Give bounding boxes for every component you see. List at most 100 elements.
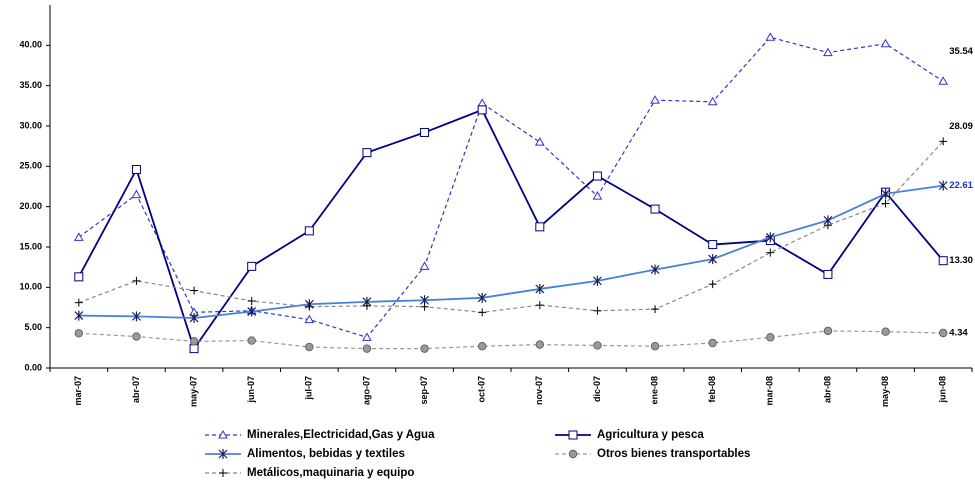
- y-tick-label: 5.00: [24, 322, 42, 332]
- legend-label: Otros bienes transportables: [597, 448, 750, 460]
- y-tick-label: 30.00: [19, 120, 42, 130]
- x-tick-label: abr-07: [131, 376, 141, 403]
- marker: [568, 449, 578, 459]
- y-tick-label: 35.00: [19, 80, 42, 90]
- y-tick-label: 0.00: [24, 362, 42, 372]
- value-label: 35.54: [949, 46, 973, 57]
- series-line: [78, 330, 944, 350]
- legend-label: Metálicos,maquinaria y equipo: [247, 467, 414, 479]
- value-label: 22.61: [949, 180, 973, 191]
- marker: [74, 298, 83, 307]
- marker: [938, 180, 948, 191]
- x-tick-label: nov-07: [534, 376, 544, 405]
- marker: [362, 344, 372, 353]
- marker: [419, 261, 430, 270]
- marker: [766, 248, 775, 257]
- marker: [881, 199, 890, 208]
- marker: [881, 188, 890, 199]
- marker: [305, 302, 314, 311]
- marker: [131, 165, 141, 175]
- x-tick-label: sep-07: [419, 376, 429, 405]
- x-tick-label: jun-07: [246, 376, 256, 404]
- x-tick-label: feb-08: [707, 376, 717, 403]
- marker: [478, 308, 487, 317]
- marker: [304, 226, 314, 236]
- marker: [534, 137, 545, 146]
- marker: [939, 137, 948, 146]
- marker: [823, 221, 832, 230]
- marker: [247, 306, 257, 317]
- marker: [650, 204, 660, 214]
- legend-label: Alimentos, bebidas y textiles: [247, 448, 405, 460]
- y-tick-label: 25.00: [19, 161, 42, 171]
- marker: [74, 329, 84, 338]
- marker: [593, 275, 602, 286]
- marker: [535, 283, 545, 294]
- marker: [707, 96, 718, 106]
- marker: [880, 38, 891, 48]
- value-label: 13.30: [949, 255, 973, 266]
- marker: [305, 342, 314, 352]
- marker: [592, 171, 602, 181]
- x-tick-label: mar-08: [765, 376, 775, 406]
- marker: [132, 332, 141, 341]
- x-tick-label: may-07: [188, 376, 198, 407]
- value-label: 4.34: [949, 328, 968, 339]
- marker: [219, 469, 227, 477]
- x-tick-label: oct-07: [477, 376, 487, 403]
- marker: [74, 272, 84, 282]
- marker: [131, 189, 142, 199]
- series-line: [78, 36, 944, 339]
- marker: [708, 280, 717, 289]
- marker: [362, 301, 371, 310]
- marker: [132, 311, 141, 322]
- marker: [420, 127, 430, 137]
- marker: [535, 301, 544, 310]
- marker: [477, 105, 487, 115]
- marker: [218, 429, 228, 439]
- marker: [247, 297, 256, 306]
- marker: [651, 305, 660, 314]
- y-tick-label: 10.00: [19, 282, 42, 292]
- marker: [304, 314, 315, 324]
- x-tick-label: ago-07: [361, 376, 371, 405]
- marker: [823, 47, 833, 57]
- marker: [650, 264, 660, 275]
- marker: [420, 302, 429, 311]
- marker: [535, 340, 545, 349]
- marker: [189, 312, 199, 323]
- x-tick-label: ene-08: [649, 376, 659, 405]
- marker: [477, 292, 487, 303]
- marker: [823, 326, 833, 336]
- marker: [74, 310, 84, 321]
- marker: [938, 76, 949, 85]
- marker: [218, 449, 228, 459]
- y-tick-label: 15.00: [19, 241, 42, 251]
- marker: [708, 338, 717, 348]
- marker: [568, 430, 578, 440]
- marker: [823, 269, 833, 279]
- x-tick-label: may-08: [880, 376, 890, 407]
- marker: [73, 232, 84, 241]
- series-line: [78, 140, 944, 313]
- value-label: 28.09: [949, 121, 973, 132]
- marker: [362, 332, 372, 341]
- series-line: [78, 108, 944, 351]
- marker: [189, 337, 199, 346]
- marker: [477, 98, 488, 107]
- marker: [708, 240, 718, 250]
- marker: [765, 32, 776, 41]
- marker: [247, 336, 256, 345]
- marker: [708, 254, 718, 265]
- x-tick-label: dic-07: [592, 376, 602, 402]
- x-tick-label: abr-08: [822, 376, 832, 403]
- marker: [189, 344, 199, 354]
- marker: [420, 344, 429, 353]
- marker: [766, 333, 775, 342]
- legend-label: Agricultura y pesca: [597, 429, 704, 441]
- marker: [765, 232, 775, 243]
- marker: [593, 341, 602, 350]
- marker: [593, 306, 602, 315]
- marker: [247, 261, 257, 271]
